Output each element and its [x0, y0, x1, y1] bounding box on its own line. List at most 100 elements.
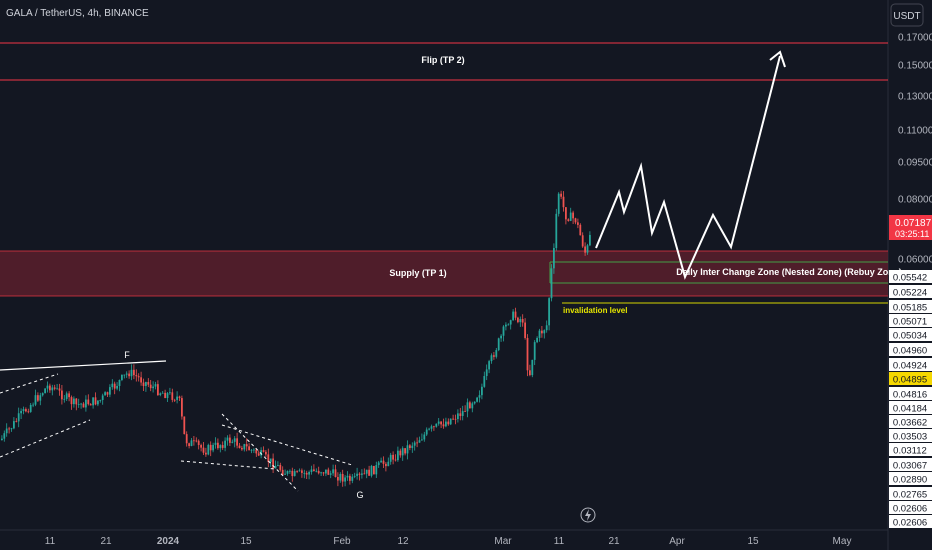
y-tick-label: 0.06000	[898, 255, 932, 266]
candle-body	[8, 428, 10, 430]
candle-body	[41, 393, 44, 396]
candle-body	[99, 400, 102, 401]
candle-body	[466, 402, 469, 412]
candle-body	[315, 470, 318, 472]
candle-body	[375, 465, 378, 475]
y-tick-label: 0.02765	[893, 490, 927, 501]
candle-body	[217, 442, 219, 449]
candle-body	[461, 411, 464, 416]
candle-body	[365, 469, 368, 474]
currency-label: USDT	[893, 11, 920, 22]
candle-body	[248, 446, 250, 451]
candle-body	[548, 298, 550, 326]
currency-button[interactable]: USDT	[890, 3, 924, 27]
candle-body	[169, 392, 171, 394]
candle-body	[332, 469, 334, 474]
candle-body	[130, 369, 133, 377]
candle-body	[3, 433, 6, 439]
candle-body	[536, 337, 538, 343]
candle-body	[457, 413, 459, 420]
candle-body	[380, 460, 382, 463]
candle-body	[37, 395, 39, 401]
candle-body	[137, 376, 140, 378]
y-tick-label: 0.03503	[893, 432, 927, 443]
y-tick-label: 0.13000	[898, 92, 932, 103]
projection-path[interactable]	[595, 55, 781, 280]
candle-body	[526, 337, 529, 371]
candle-body	[183, 416, 186, 435]
channel-lower-line[interactable]	[180, 460, 276, 470]
candle-body	[490, 355, 493, 362]
supply-label: Supply (TP 1)	[389, 268, 446, 278]
x-tick-label: 15	[747, 536, 759, 547]
time-axis[interactable]: 11 21 2024 15 Feb 12 Mar 11 21 Apr 15 May	[45, 536, 852, 547]
candle-body	[435, 423, 438, 427]
wedge-lower-line[interactable]	[0, 419, 91, 458]
candle-body	[485, 369, 488, 377]
candle-body	[404, 448, 406, 454]
candle-body	[505, 324, 507, 327]
candle-body	[531, 359, 534, 376]
candle-body	[65, 393, 68, 399]
candle-body	[449, 418, 452, 425]
candle-body	[219, 445, 222, 449]
x-tick-label: 11	[554, 536, 565, 547]
candle-body	[291, 470, 294, 477]
candle-body	[476, 397, 478, 402]
candle-body	[512, 311, 514, 321]
candle-body	[440, 421, 442, 425]
y-tick-label: 0.04960	[893, 346, 927, 357]
candle-body	[538, 330, 541, 338]
candle-body	[308, 472, 310, 475]
candle-body	[553, 247, 555, 269]
pattern-lines	[0, 360, 353, 492]
candle-body	[488, 361, 490, 370]
candle-body	[529, 370, 531, 376]
candle-body	[197, 440, 200, 446]
candle-body	[272, 458, 274, 469]
candle-body	[92, 397, 94, 406]
candle-body	[243, 444, 246, 450]
candle-body	[464, 411, 466, 412]
candle-body	[147, 382, 150, 385]
price-tag-box	[889, 358, 932, 371]
candle-body	[214, 442, 217, 445]
candle-body	[13, 421, 15, 429]
candle-body	[176, 396, 178, 400]
price-tag-box	[889, 501, 932, 514]
candle-body	[433, 426, 435, 428]
candle-body	[149, 384, 152, 389]
price-axis[interactable]: 0.17000 0.15000 0.13000 0.11000 0.09500 0.080…	[889, 33, 932, 529]
candle-body	[269, 458, 272, 462]
candle-body	[406, 445, 409, 454]
lightning-icon[interactable]	[580, 507, 596, 523]
candle-body	[442, 424, 445, 427]
symbol-title: GALA / TetherUS, 4h, BINANCE	[6, 8, 149, 19]
channel-upper-line[interactable]	[221, 424, 353, 466]
candle-body	[27, 411, 30, 413]
candle-body	[111, 383, 114, 388]
trendline-f[interactable]	[0, 360, 167, 371]
channel-diagonal-line[interactable]	[221, 413, 299, 492]
candle-body	[229, 437, 231, 443]
candle-body	[363, 473, 366, 475]
candle-body	[586, 245, 589, 253]
wedge-upper-line[interactable]	[0, 373, 59, 394]
candle-body	[329, 473, 332, 475]
price-tag-box	[889, 401, 932, 414]
candle-body	[541, 330, 543, 334]
candle-body	[68, 393, 70, 398]
candle-body	[164, 392, 166, 398]
candle-body	[430, 426, 433, 429]
candle-body	[507, 324, 510, 326]
candle-body	[87, 399, 90, 405]
candle-body	[483, 376, 486, 387]
supply-zone[interactable]	[0, 251, 888, 296]
candle-body	[303, 472, 306, 474]
price-tag-box	[889, 515, 932, 528]
candle-body	[416, 442, 418, 444]
y-tick-label: 0.05185	[893, 303, 927, 314]
candle-body	[500, 335, 502, 339]
